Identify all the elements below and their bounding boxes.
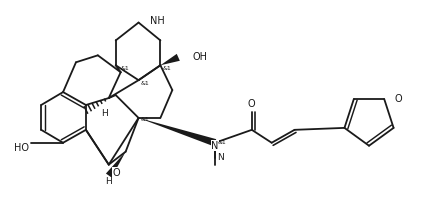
Text: OH: OH <box>192 52 207 62</box>
Text: H: H <box>101 109 108 118</box>
Text: H: H <box>105 177 112 186</box>
Text: &1: &1 <box>162 66 171 71</box>
Text: &1: &1 <box>121 66 129 71</box>
Text: NH: NH <box>150 16 165 26</box>
Text: &1: &1 <box>141 81 149 86</box>
Polygon shape <box>106 152 125 177</box>
Text: O: O <box>248 99 255 109</box>
Polygon shape <box>160 54 180 65</box>
Polygon shape <box>138 118 216 146</box>
Text: &1: &1 <box>218 140 227 145</box>
Text: O: O <box>113 168 120 177</box>
Text: HO: HO <box>14 143 29 153</box>
Text: O: O <box>394 94 402 104</box>
Text: N: N <box>217 153 224 162</box>
Text: &1: &1 <box>141 117 149 122</box>
Text: N: N <box>211 141 219 151</box>
